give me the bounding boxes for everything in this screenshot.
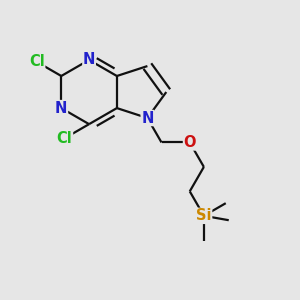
- Text: N: N: [141, 110, 154, 125]
- Text: N: N: [55, 100, 68, 116]
- Text: N: N: [83, 52, 95, 68]
- Text: O: O: [184, 135, 196, 150]
- Text: Si: Si: [196, 208, 212, 223]
- Text: Cl: Cl: [57, 131, 73, 146]
- Text: Cl: Cl: [29, 54, 45, 69]
